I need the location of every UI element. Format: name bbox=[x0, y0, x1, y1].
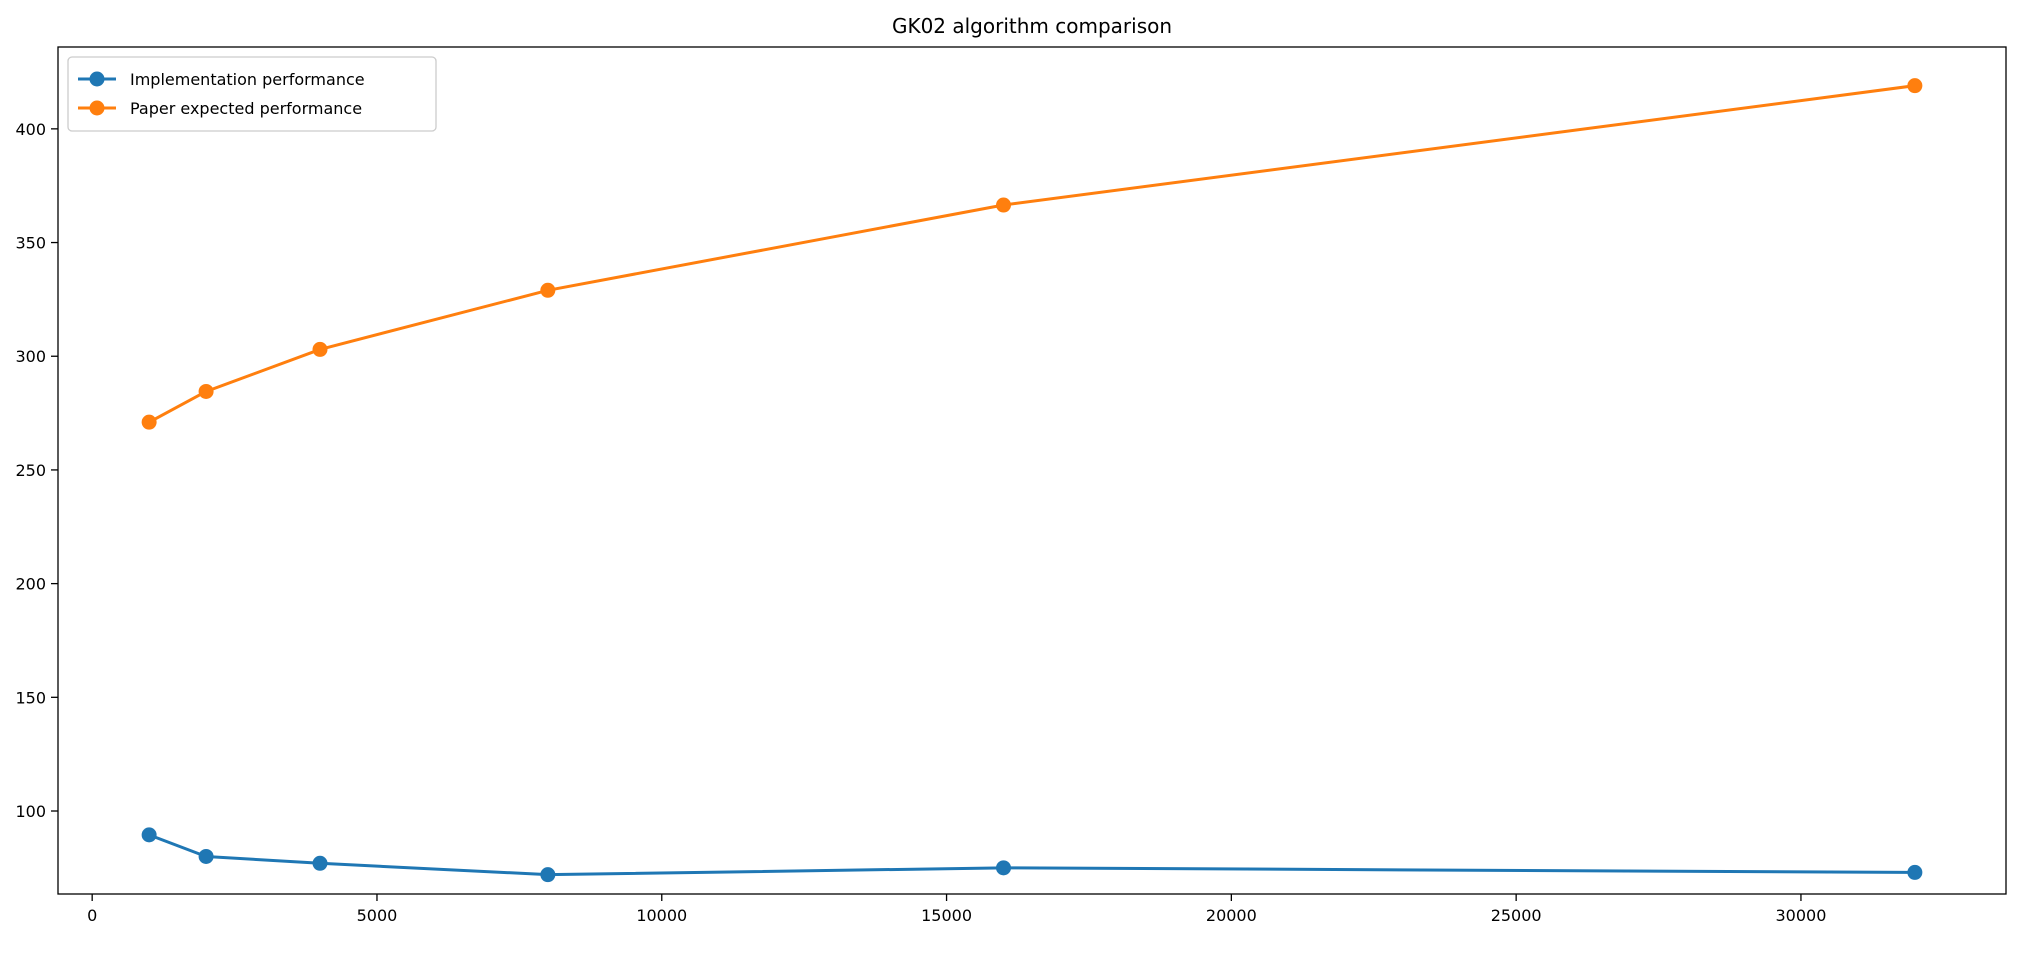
y-tick-label: 300 bbox=[15, 347, 46, 366]
legend: Implementation performance Paper expected… bbox=[67, 56, 437, 132]
y-axis: 100 150 200 250 300 350 400 bbox=[15, 120, 58, 821]
data-point-series-1 bbox=[312, 855, 328, 871]
data-point-series-1 bbox=[141, 827, 157, 843]
legend-box bbox=[67, 56, 437, 132]
y-tick-label: 150 bbox=[15, 688, 46, 707]
x-axis: 0 5000 10000 15000 20000 25000 30000 bbox=[87, 894, 1826, 925]
data-point-series-2 bbox=[141, 414, 157, 430]
legend-label: Implementation performance bbox=[130, 70, 365, 89]
series-line-1 bbox=[147, 832, 1917, 877]
data-point-series-2 bbox=[540, 282, 556, 298]
x-tick-label: 30000 bbox=[1775, 906, 1826, 925]
legend-swatch-marker bbox=[89, 71, 105, 87]
x-tick-label: 0 bbox=[87, 906, 97, 925]
data-point-series-1 bbox=[1907, 864, 1923, 880]
x-tick-label: 25000 bbox=[1491, 906, 1542, 925]
chart-title: GK02 algorithm comparison bbox=[892, 14, 1172, 38]
y-tick-label: 100 bbox=[15, 802, 46, 821]
y-tick-label: 200 bbox=[15, 575, 46, 594]
y-tick-label: 400 bbox=[15, 120, 46, 139]
x-tick-label: 15000 bbox=[921, 906, 972, 925]
y-tick-label: 350 bbox=[15, 234, 46, 253]
data-point-series-2 bbox=[198, 383, 214, 399]
legend-swatch-marker bbox=[89, 100, 105, 116]
x-tick-label: 20000 bbox=[1206, 906, 1257, 925]
series-markers bbox=[141, 78, 1923, 883]
y-tick-label: 250 bbox=[15, 461, 46, 480]
data-point-series-2 bbox=[996, 197, 1012, 213]
x-tick-label: 5000 bbox=[357, 906, 398, 925]
series-line-2 bbox=[147, 83, 1917, 425]
data-point-series-2 bbox=[312, 341, 328, 357]
legend-label: Paper expected performance bbox=[130, 99, 362, 118]
data-point-series-1 bbox=[198, 848, 214, 864]
data-point-series-2 bbox=[1907, 78, 1923, 94]
data-point-series-1 bbox=[540, 867, 556, 883]
x-tick-label: 10000 bbox=[636, 906, 687, 925]
plot-area-frame bbox=[57, 46, 2007, 895]
data-point-series-1 bbox=[996, 860, 1012, 876]
series-lines bbox=[147, 83, 1917, 877]
